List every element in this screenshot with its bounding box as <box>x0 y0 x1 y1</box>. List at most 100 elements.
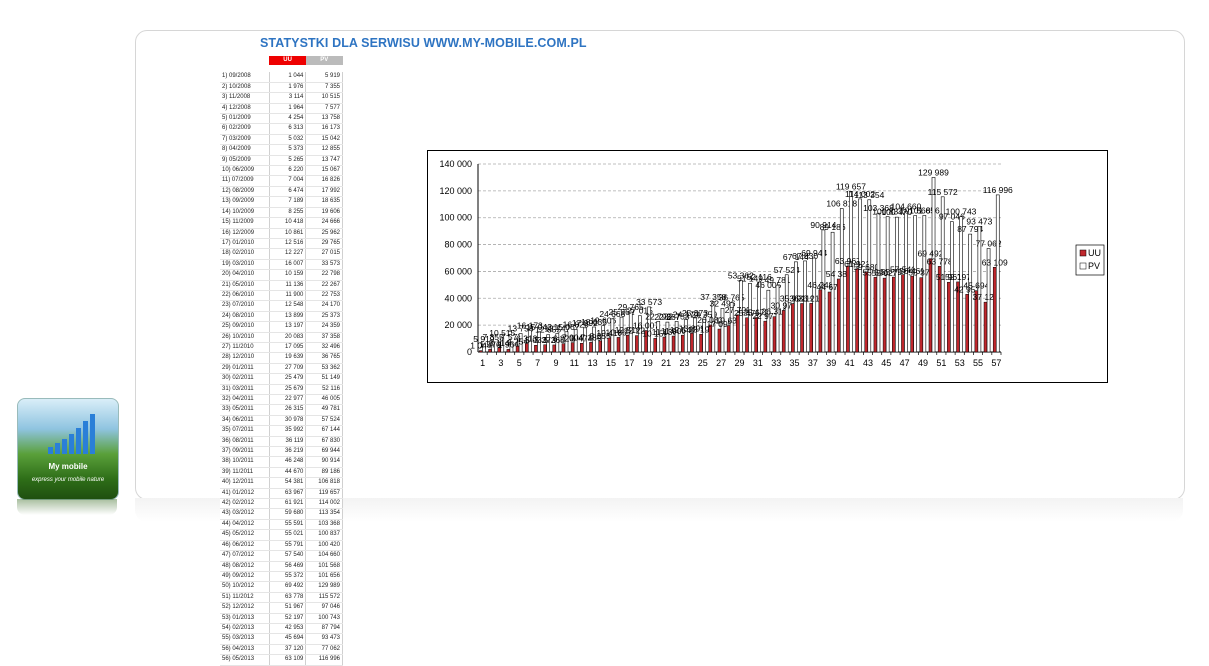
bar-uu <box>726 325 731 353</box>
row-uu: 6 220 <box>269 165 307 177</box>
row-pv: 10 515 <box>305 92 343 104</box>
bar-uu <box>965 294 969 353</box>
bar-uu <box>580 343 584 353</box>
bar-pv <box>683 319 688 353</box>
data-label-pv: 18 635 <box>581 317 607 327</box>
row-period: 18) 02/2010 <box>220 248 270 260</box>
table-row: 53) 01/2013 52 197 100 743 <box>220 613 343 624</box>
row-period: 29) 01/2011 <box>220 363 270 375</box>
row-pv: 22 753 <box>305 290 343 302</box>
data-label-pv: 13 747 <box>544 324 570 334</box>
data-label-uu: 5 032 <box>525 335 547 345</box>
row-period: 11) 07/2009 <box>220 175 270 187</box>
data-label-pv: 87 794 <box>957 224 983 234</box>
table-row: 19) 03/2010 16 007 33 573 <box>220 259 343 271</box>
x-tick-label: 37 <box>808 358 818 368</box>
data-label-pv: 22 798 <box>645 311 671 321</box>
table-row: 27) 11/2010 17 095 32 496 <box>220 342 343 354</box>
data-label-uu: 5 265 <box>544 335 566 345</box>
row-uu: 51 967 <box>269 602 307 614</box>
data-label-uu: 45 694 <box>963 281 989 291</box>
bar-pv <box>784 274 789 353</box>
data-label-uu: 13 899 <box>679 323 705 333</box>
row-pv: 100 420 <box>305 540 343 552</box>
bar-uu <box>919 277 924 353</box>
row-period: 53) 01/2013 <box>220 613 270 624</box>
row-period: 35) 07/2011 <box>220 425 270 437</box>
row-uu: 52 197 <box>269 613 307 624</box>
bar-uu <box>635 335 639 353</box>
row-pv: 115 572 <box>305 592 343 604</box>
table-row: 25) 09/2010 13 197 24 359 <box>220 321 343 333</box>
row-period: 32) 04/2011 <box>220 394 270 406</box>
row-uu: 25 679 <box>269 384 307 396</box>
data-label-uu: 7 004 <box>562 333 584 343</box>
table-row: 4) 12/2008 1 964 7 577 <box>220 103 343 115</box>
row-pv: 93 473 <box>305 633 343 645</box>
row-pv: 15 067 <box>305 165 343 177</box>
y-tick-label: 80 000 <box>444 240 472 250</box>
bar-pv <box>610 318 615 353</box>
bar-uu <box>947 281 951 353</box>
table-row: 55) 03/2013 45 694 93 473 <box>220 633 343 645</box>
data-label-uu: 59 680 <box>853 262 879 272</box>
x-tick-label: 55 <box>973 358 983 368</box>
table-row: 46) 06/2012 55 791 100 420 <box>220 540 343 552</box>
row-period: 28) 12/2010 <box>220 352 270 364</box>
data-label-uu: 6 313 <box>516 334 538 344</box>
bar-pv <box>638 315 642 353</box>
data-label-uu: 1 976 <box>479 339 501 349</box>
row-period: 16) 12/2009 <box>220 228 270 239</box>
row-period: 22) 06/2010 <box>220 290 270 302</box>
data-label-pv: 97 046 <box>939 212 965 222</box>
bar-pv <box>739 280 743 353</box>
row-period: 44) 04/2012 <box>220 519 270 531</box>
data-label-uu: 51 967 <box>936 272 962 282</box>
x-tick-label: 19 <box>643 358 653 368</box>
table-row: 32) 04/2011 22 977 46 005 <box>220 394 343 406</box>
data-label-uu: 37 120 <box>973 292 999 302</box>
data-label-pv: 25 373 <box>682 308 708 318</box>
bar-uu <box>616 337 621 353</box>
data-label-pv: 46 005 <box>755 280 781 290</box>
row-pv: 22 798 <box>305 269 343 281</box>
row-uu: 63 778 <box>269 592 307 604</box>
x-tick-label: 13 <box>588 358 598 368</box>
row-period: 40) 12/2011 <box>220 477 270 489</box>
x-tick-label: 29 <box>734 358 744 368</box>
row-uu: 46 248 <box>269 456 307 468</box>
legend-label-pv: PV <box>1088 261 1100 271</box>
x-tick-label: 1 <box>480 358 485 368</box>
table-row: 29) 01/2011 27 709 53 362 <box>220 363 343 375</box>
bar-uu <box>680 334 685 353</box>
data-label-pv: 106 818 <box>826 199 857 209</box>
bar-uu <box>800 303 804 353</box>
signal-bars-icon <box>48 414 95 454</box>
row-pv: 67 144 <box>305 425 343 437</box>
row-pv: 67 830 <box>305 436 343 448</box>
row-uu: 7 004 <box>269 175 307 187</box>
bar-pv <box>968 233 973 353</box>
table-row: 2) 10/2008 1 976 7 355 <box>220 82 343 94</box>
row-pv: 7 577 <box>305 103 343 115</box>
row-pv: 106 818 <box>305 477 343 489</box>
table-row: 39) 11/2011 44 670 89 186 <box>220 467 343 479</box>
bar-uu <box>699 334 703 353</box>
data-label-pv: 113 354 <box>854 190 884 200</box>
row-period: 10) 06/2009 <box>220 165 270 177</box>
data-label-pv: 16 826 <box>563 319 589 329</box>
data-label-pv: 69 944 <box>801 248 827 258</box>
bar-uu <box>763 320 768 353</box>
bar-pv <box>583 327 587 353</box>
my-mobile-logo[interactable]: My mobile express your mobile nature <box>17 398 119 500</box>
row-uu: 55 791 <box>269 540 307 552</box>
bar-pv <box>839 208 844 353</box>
row-uu: 5 032 <box>269 134 307 146</box>
x-tick-label: 49 <box>918 358 928 368</box>
table-row: 45) 05/2012 55 021 100 837 <box>220 529 343 541</box>
data-label-pv: 101 656 <box>909 205 940 215</box>
row-pv: 12 855 <box>305 144 343 156</box>
x-tick-label: 21 <box>661 358 671 368</box>
table-row: 17) 01/2010 12 516 29 765 <box>220 238 343 250</box>
data-label-uu: 12 227 <box>624 326 650 336</box>
